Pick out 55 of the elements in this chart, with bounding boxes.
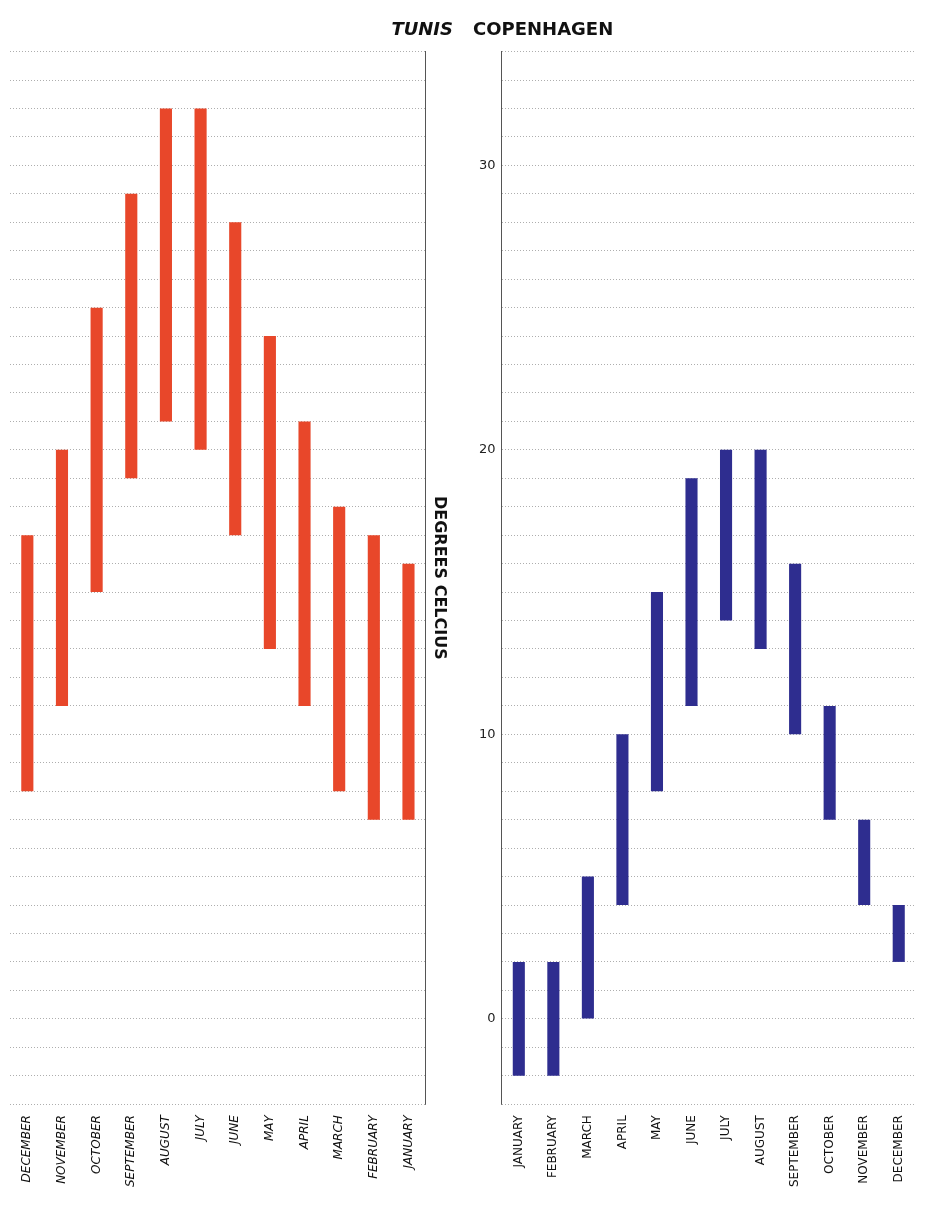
bar	[298, 421, 311, 706]
x-tick-label: NOVEMBER	[54, 1115, 69, 1184]
bar	[402, 563, 415, 820]
x-tick-label: MARCH	[580, 1115, 595, 1159]
x-tick-label: JULY	[192, 1113, 207, 1143]
bar	[512, 961, 525, 1076]
y-axis-title: DEGREES CELCIUS	[431, 496, 451, 660]
x-tick-label: MARCH	[331, 1115, 346, 1160]
y-tick-label: 0	[487, 1010, 496, 1026]
x-tick-label: SEPTEMBER	[123, 1115, 138, 1188]
x-tick-label: NOVEMBER	[856, 1115, 871, 1184]
bar	[650, 592, 664, 792]
y-tick-label: 30	[479, 156, 496, 172]
y-tick-label: 20	[479, 441, 496, 457]
bar	[892, 905, 905, 962]
x-tick-label: JANUARY	[400, 1113, 415, 1171]
x-tick-label: AUGUST	[158, 1113, 173, 1167]
x-tick-label: JANUARY	[510, 1114, 525, 1169]
x-tick-label: FEBRUARY	[365, 1113, 380, 1179]
bar	[547, 961, 560, 1076]
bar	[194, 108, 207, 450]
bar	[263, 336, 276, 649]
bar	[581, 876, 594, 1019]
chart-title: TUNIS	[391, 18, 453, 40]
bar	[21, 535, 34, 792]
bar	[823, 705, 836, 820]
y-tick-label: 10	[479, 725, 496, 741]
x-tick-label: DECEMBER	[19, 1115, 34, 1183]
x-tick-label: JULY	[718, 1114, 733, 1141]
bar	[159, 108, 172, 422]
x-tick-label: APRIL	[614, 1114, 629, 1150]
x-tick-label: MAY	[262, 1113, 276, 1142]
chart-title: COPENHAGEN	[473, 18, 614, 40]
x-tick-label: OCTOBER	[821, 1115, 836, 1174]
bar	[858, 819, 871, 906]
bar	[720, 449, 733, 621]
x-tick-label: APRIL	[296, 1115, 311, 1151]
x-tick-label: SEPTEMBER	[787, 1115, 802, 1188]
x-tick-label: DECEMBER	[890, 1115, 905, 1183]
bar	[333, 506, 346, 792]
x-tick-label: OCTOBER	[88, 1115, 103, 1174]
bar	[55, 449, 69, 706]
bar	[367, 535, 380, 820]
bar	[616, 734, 629, 906]
bar	[90, 307, 103, 593]
bar	[125, 193, 138, 479]
bar	[685, 478, 698, 706]
x-tick-label: FEBRUARY	[545, 1114, 560, 1179]
x-tick-label: JUNE	[683, 1115, 698, 1146]
bar	[754, 449, 767, 649]
bar	[229, 222, 242, 536]
x-tick-label: JUNE	[227, 1114, 242, 1147]
bar	[789, 563, 802, 735]
x-tick-label: MAY	[649, 1114, 664, 1141]
x-tick-label: AUGUST	[752, 1114, 767, 1166]
